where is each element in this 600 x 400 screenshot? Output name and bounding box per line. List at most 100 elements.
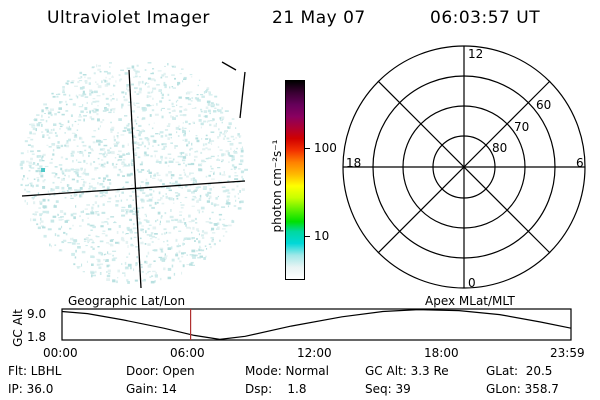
image-pixel <box>92 274 96 277</box>
image-pixel <box>107 253 112 255</box>
image-pixel <box>74 133 76 135</box>
image-pixel <box>101 159 104 161</box>
image-pixel <box>196 94 199 96</box>
image-pixel <box>180 204 185 206</box>
image-pixel <box>223 171 225 174</box>
image-pixel <box>192 177 196 180</box>
image-pixel <box>197 186 201 188</box>
image-pixel <box>92 187 97 189</box>
image-pixel <box>83 180 85 184</box>
image-pixel <box>129 204 132 206</box>
image-pixel <box>212 119 214 122</box>
image-pixel <box>143 154 146 157</box>
image-pixel <box>105 153 108 156</box>
image-pixel <box>201 159 205 163</box>
image-pixel <box>163 143 167 146</box>
image-pixel <box>166 244 169 246</box>
image-pixel <box>140 185 142 188</box>
image-pixel <box>111 239 114 241</box>
image-pixel <box>231 158 235 161</box>
image-pixel <box>139 87 142 91</box>
image-pixel <box>151 196 154 199</box>
image-pixel <box>106 274 111 278</box>
image-pixel <box>209 171 213 173</box>
image-pixel <box>211 140 215 142</box>
image-pixel <box>180 155 183 158</box>
image-pixel <box>223 131 226 134</box>
image-pixel <box>206 121 208 123</box>
image-pixel <box>95 195 98 197</box>
image-pixel <box>230 168 233 170</box>
image-pixel <box>182 156 187 159</box>
image-pixel <box>100 225 104 228</box>
image-pixel <box>149 237 153 240</box>
image-pixel <box>240 155 244 158</box>
image-pixel <box>42 179 45 183</box>
image-pixel <box>110 216 115 218</box>
image-pixel <box>148 169 150 172</box>
image-pixel <box>198 240 201 244</box>
image-pixel <box>124 154 126 156</box>
image-pixel <box>152 87 157 90</box>
image-pixel <box>159 220 161 223</box>
image-pixel <box>46 210 50 214</box>
image-pixel <box>211 178 215 180</box>
image-pixel <box>150 280 155 284</box>
image-pixel <box>88 182 91 185</box>
image-pixel <box>122 130 127 132</box>
image-pixel <box>131 83 134 86</box>
image-pixel <box>175 100 177 103</box>
image-pixel <box>113 84 116 87</box>
image-pixel <box>179 174 182 176</box>
image-pixel <box>40 225 45 227</box>
image-pixel <box>151 235 156 238</box>
image-pixel <box>142 231 144 233</box>
image-pixel <box>184 138 188 142</box>
image-pixel <box>144 137 149 140</box>
image-pixel <box>122 272 126 274</box>
image-pixel <box>156 103 158 106</box>
image-pixel <box>91 91 94 94</box>
image-pixel <box>107 228 112 231</box>
image-pixel <box>45 119 48 123</box>
image-pixel <box>182 122 184 124</box>
image-pixel <box>149 114 152 117</box>
image-pixel <box>186 143 189 145</box>
xtick-1200: 12:00 <box>297 346 332 360</box>
image-pixel <box>136 256 138 259</box>
image-pixel <box>233 151 238 153</box>
image-pixel <box>231 118 235 120</box>
image-pixel <box>98 252 102 254</box>
image-pixel <box>210 167 214 170</box>
image-pixel <box>209 123 212 127</box>
image-pixel <box>148 171 152 174</box>
image-pixel <box>59 125 63 128</box>
image-pixel <box>142 130 146 133</box>
image-pixel <box>37 192 40 195</box>
image-pixel <box>200 122 204 126</box>
image-pixel <box>191 219 195 222</box>
image-pixel <box>32 213 34 215</box>
image-pixel <box>30 145 34 148</box>
image-pixel <box>237 133 240 137</box>
image-pixel <box>178 96 182 99</box>
image-pixel <box>179 106 183 108</box>
image-pixel <box>217 155 219 157</box>
image-pixel <box>231 220 235 223</box>
image-pixel <box>200 206 205 210</box>
image-pixel <box>159 100 163 103</box>
image-pixel <box>203 110 207 113</box>
image-pixel <box>201 163 203 166</box>
image-pixel <box>183 133 186 137</box>
image-pixel <box>54 244 57 246</box>
image-pixel <box>71 123 74 127</box>
image-pixel <box>177 220 180 223</box>
image-pixel <box>204 188 207 190</box>
image-pixel <box>30 157 33 161</box>
image-pixel <box>241 146 243 149</box>
image-pixel <box>198 253 202 255</box>
image-pixel <box>47 199 50 202</box>
image-pixel <box>208 243 211 245</box>
image-pixel <box>182 139 184 141</box>
image-pixel <box>165 193 167 195</box>
